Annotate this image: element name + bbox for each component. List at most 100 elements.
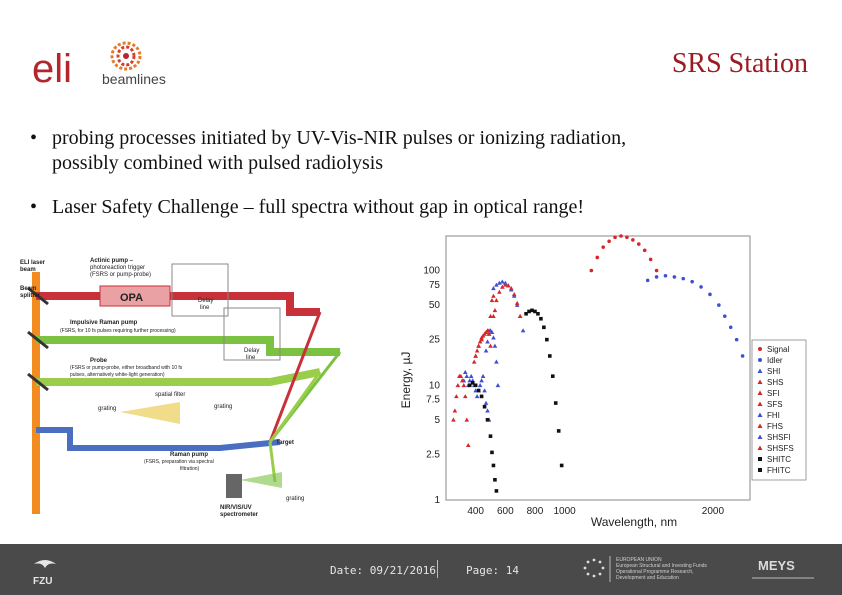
footer-bar: FZU Date: 09/21/2016 Page: 14 EUROPEAN U… <box>0 544 842 595</box>
chart-legend-marker <box>758 457 762 461</box>
chart-y-tick-label: 2.5 <box>426 449 440 460</box>
chart-y-tick-label: 7.5 <box>426 395 440 406</box>
chart-data-point <box>465 442 471 448</box>
chart-x-label: Wavelength, nm <box>591 515 677 529</box>
chart-data-point <box>728 325 733 330</box>
chart-data-point <box>708 292 712 297</box>
convergent-red-beam <box>268 311 322 443</box>
chart-data-point <box>474 348 480 353</box>
chart-legend-box <box>751 339 807 481</box>
opa-box <box>99 285 171 307</box>
label-spatial-filter: spatial filter <box>155 392 185 398</box>
label-delay-line-2: line <box>246 355 256 361</box>
chart-data-point <box>473 383 478 388</box>
chart-data-point <box>514 300 520 305</box>
chart-data-point <box>477 339 483 344</box>
chart-data-point <box>452 408 458 413</box>
chart-data-point <box>460 378 465 383</box>
chart-data-point <box>654 268 659 273</box>
bullet-text-line: probing processes initiated by UV-Vis-NI… <box>52 127 627 149</box>
chart-data-point <box>524 311 528 316</box>
chart-data-point <box>530 308 534 313</box>
chart-legend-label: SHSFS <box>767 444 794 453</box>
chart-data-point <box>495 382 501 388</box>
chart-data-point <box>542 325 546 330</box>
chart-legend-marker <box>758 358 762 362</box>
impulsive-raman-beam <box>36 336 340 356</box>
label-eli-laser: ELI laser <box>20 260 46 266</box>
chart-data-point <box>699 285 703 289</box>
label-beam-splitter: Beam <box>20 286 36 292</box>
chart-data-point <box>497 289 502 294</box>
chart-legend-label: SHS <box>767 378 783 387</box>
chart-data-point <box>500 284 505 289</box>
chart-data-point <box>462 394 468 399</box>
chart-data-point <box>619 234 623 238</box>
bullet-dot: • <box>30 196 38 218</box>
beam-splitter-mirror <box>27 330 49 350</box>
eu-logo: EUROPEAN UNION European Structural and I… <box>580 554 720 586</box>
label-actinic-mode: (FSRS or pump-probe) <box>90 272 151 278</box>
chart-points <box>451 234 745 493</box>
spectrometer-box <box>226 474 242 498</box>
chart-data-point <box>492 308 498 313</box>
eu-text-line: European Structural and Investing Funds <box>616 563 707 569</box>
chart-legend-marker <box>757 423 763 428</box>
chart-x-tick-label: 800 <box>527 506 544 517</box>
chart-data-point <box>480 373 486 378</box>
eli-laser-beam <box>32 272 40 514</box>
chart-legend-marker <box>757 445 763 450</box>
footer-separator <box>437 560 438 578</box>
chart-data-point <box>454 394 459 399</box>
chart-data-point <box>491 313 496 318</box>
chart-data-point <box>548 354 552 358</box>
bullet-item: • Laser Safety Challenge – full spectra … <box>30 195 810 221</box>
chart-data-point <box>470 381 475 385</box>
chart-legend-marker <box>757 390 763 395</box>
chart-data-point <box>485 328 490 333</box>
chart-data-point <box>485 408 490 413</box>
chart-data-point <box>485 339 490 344</box>
chart-legend-label: SHSFI <box>767 433 791 442</box>
chart-legend-label: SFI <box>767 389 779 398</box>
delay-line-box-2 <box>223 307 281 361</box>
chart-data-point <box>645 278 650 283</box>
chart-data-point <box>527 309 531 314</box>
chart-legend-marker <box>758 347 762 351</box>
chart-legend-label: FHITC <box>767 466 791 475</box>
label-raman-note-2: filtration) <box>180 466 200 472</box>
chart-data-point <box>559 463 564 468</box>
chart-data-point <box>476 343 481 348</box>
chart-data-point <box>536 311 540 316</box>
chart-data-point <box>486 331 492 336</box>
chart-data-point <box>556 429 561 433</box>
chart-data-point <box>494 489 499 493</box>
chart-data-point <box>648 257 653 262</box>
chart-data-point <box>491 463 496 468</box>
chart-y-tick-label: 50 <box>429 300 441 311</box>
label-probe: Probe <box>90 358 108 364</box>
fzu-logo-text: FZU <box>33 576 52 586</box>
chart-legend-marker <box>757 379 763 384</box>
label-splitter: splitter <box>20 293 41 299</box>
chart-data-point <box>479 394 484 399</box>
bullet-text-line: possibly combined with pulsed radiolysis <box>52 152 384 174</box>
chart-data-point <box>494 282 499 287</box>
chart-data-point <box>490 450 494 455</box>
chart-legend-label: SFS <box>767 400 783 409</box>
label-target: Target <box>276 440 294 446</box>
chart-y-tick-label: 10 <box>429 380 441 391</box>
chart-legend-marker <box>758 468 762 472</box>
chart-data-point <box>467 378 473 383</box>
eu-stars-icon <box>583 558 605 578</box>
logo-beamlines-text: beamlines <box>102 71 166 87</box>
chart-legend-marker <box>757 412 763 417</box>
label-spectrometer-2: spectrometer <box>220 512 259 518</box>
chart-data-point <box>491 286 496 291</box>
meys-logo-text: MEYS <box>758 558 795 573</box>
chart-data-point <box>476 388 481 393</box>
chart-data-point <box>500 279 505 284</box>
logo-emblem-icon <box>110 41 142 71</box>
chart-data-point <box>511 292 517 297</box>
chart-data-point <box>636 242 641 246</box>
